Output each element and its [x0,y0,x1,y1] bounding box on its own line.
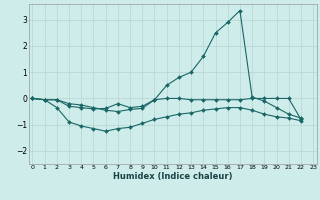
X-axis label: Humidex (Indice chaleur): Humidex (Indice chaleur) [113,172,233,181]
